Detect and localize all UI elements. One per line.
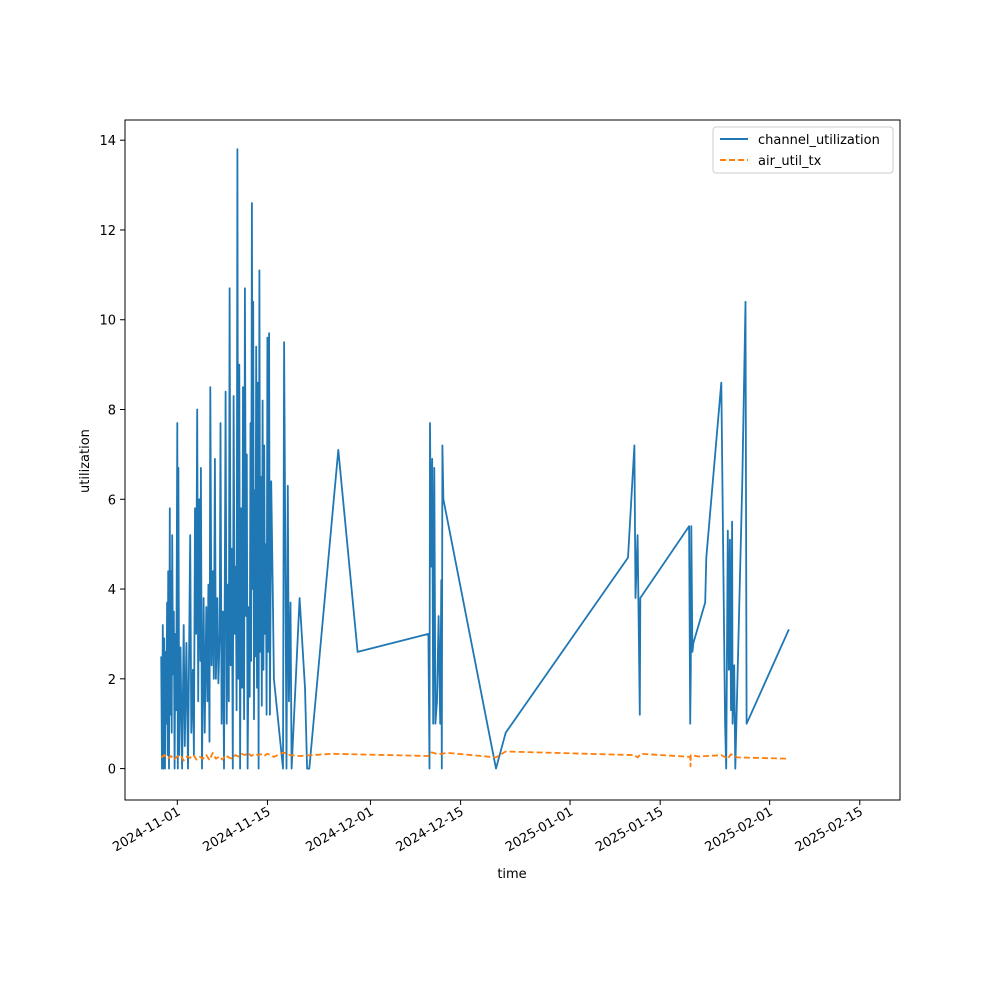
y-tick-label: 2 (108, 673, 116, 688)
y-tick-label: 14 (99, 134, 116, 149)
plot-frame (124, 119, 901, 801)
y-tick-label: 4 (108, 583, 116, 598)
y-axis-label: utilization (78, 429, 93, 493)
series-line-air-util-tx (160, 750, 789, 768)
legend-label-air-util-tx: air_util_tx (758, 154, 822, 169)
legend-box (712, 126, 894, 174)
y-tick-label: 12 (99, 224, 116, 239)
y-tick-label: 8 (108, 404, 116, 419)
y-tick-label: 6 (108, 493, 116, 508)
series-line-channel-utilization (160, 148, 790, 770)
legend-label-channel-utilization: channel_utilization (758, 133, 880, 148)
plot-series (160, 148, 790, 770)
x-axis-label: time (497, 867, 526, 882)
y-tick-label: 10 (99, 314, 116, 329)
y-axis-ticks: 0 2 4 6 8 10 12 14 (99, 134, 125, 778)
legend: channel_utilization air_util_tx (712, 126, 894, 174)
y-tick-label: 0 (108, 763, 116, 778)
